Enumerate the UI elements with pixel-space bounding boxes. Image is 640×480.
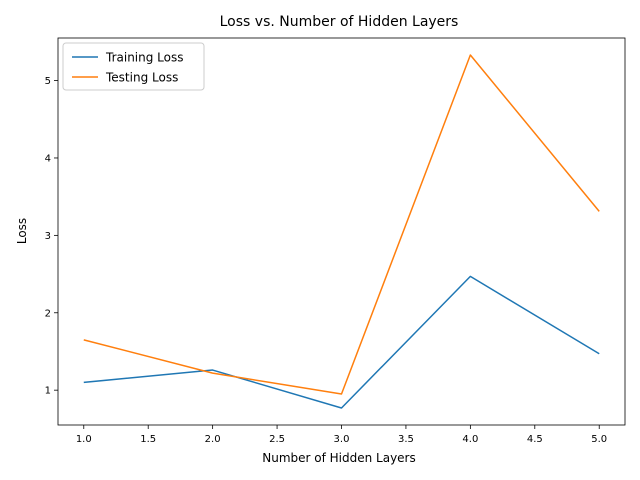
series-line-training-loss [83,275,600,409]
y-tick-label: 1 [45,386,51,397]
y-tick-label: 5 [45,76,51,87]
y-axis-title: Loss [15,218,29,244]
x-tick-label: 4.0 [462,434,478,445]
series-line-testing-loss [83,54,600,395]
plot-area: 1.0 1.5 2.0 2.5 3.0 3.5 4.0 4.5 5.0 1 2 3 4 5 [45,37,626,445]
x-tick-label: 2.5 [269,434,285,445]
chart-title: Loss vs. Number of Hidden Layers [220,14,459,30]
x-axis-title: Number of Hidden Layers [262,451,416,465]
legend-box [62,42,205,91]
x-tick-label: 3.5 [398,434,414,445]
legend-label-testing-loss: Testing Loss [105,71,178,85]
x-tick-label: 5.0 [591,434,607,445]
legend: Training Loss Testing Loss [62,42,205,91]
legend-label-training-loss: Training Loss [105,51,183,65]
x-tick-label: 3.0 [334,434,350,445]
x-tick-label: 4.5 [527,434,543,445]
x-tick-label: 1.5 [140,434,156,445]
x-tick-label: 2.0 [205,434,221,445]
axes-frame [57,37,626,426]
y-tick-label: 4 [45,153,51,164]
x-tick-label: 1.0 [76,434,92,445]
y-tick-label: 3 [45,231,51,242]
y-tick-label: 2 [45,308,51,319]
